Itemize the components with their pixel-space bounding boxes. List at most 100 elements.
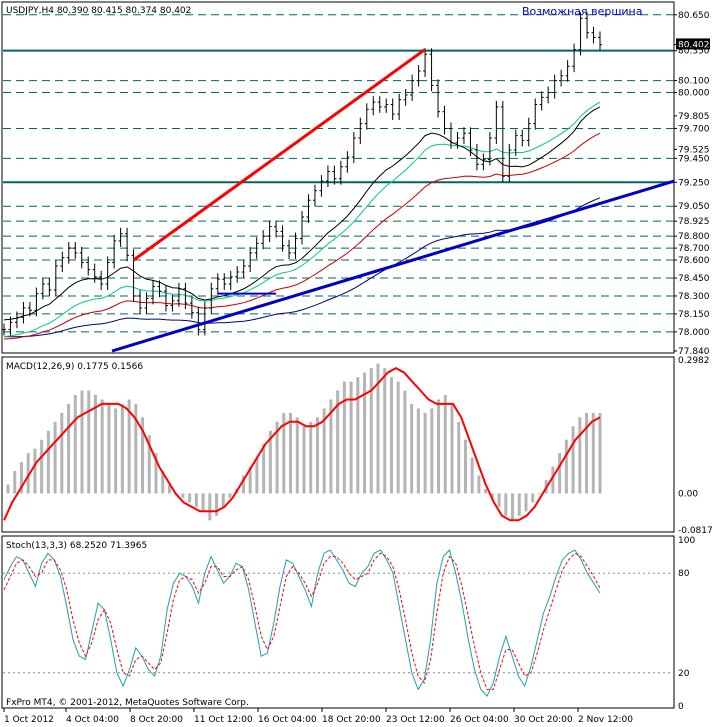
- price-tick-label: 80.100: [678, 77, 710, 87]
- macd-histogram-bar: [450, 403, 454, 494]
- macd-histogram-bar: [315, 417, 319, 494]
- price-tick-label: 78.600: [678, 256, 710, 266]
- macd-signal-line: [3, 366, 601, 522]
- macd-histogram-bar: [463, 439, 467, 494]
- macd-histogram-bar: [369, 368, 373, 494]
- price-tick-label: 80.000: [678, 89, 710, 99]
- ma-green-line: [3, 101, 601, 338]
- price-tick-label: 78.150: [678, 310, 710, 320]
- macd-histogram-bar: [490, 493, 494, 498]
- price-tick-label: 80.402: [678, 40, 710, 50]
- price-tick-label: 79.050: [678, 202, 710, 212]
- macd-histogram-bar: [289, 412, 293, 494]
- price-tick-label: 79.450: [678, 154, 710, 164]
- macd-histogram-bar: [60, 412, 64, 494]
- macd-histogram-bar: [167, 484, 171, 494]
- macd-histogram-bar: [322, 408, 326, 494]
- macd-histogram-bar: [248, 466, 252, 494]
- macd-histogram-bar: [268, 430, 272, 494]
- macd-histogram-bar: [26, 453, 30, 494]
- ma-blue-line: [3, 197, 601, 338]
- macd-histogram-bar: [33, 448, 37, 494]
- price-tick-label: 78.000: [678, 328, 710, 338]
- macd-histogram-bar: [6, 484, 10, 494]
- time-tick-label: 23 Oct 12:00: [386, 715, 445, 725]
- price-tick-label: 78.925: [678, 217, 710, 227]
- macd-histogram-bar: [531, 493, 535, 503]
- macd-histogram-bar: [470, 457, 474, 494]
- stoch-signal-line: [3, 552, 601, 690]
- macd-tick-label: 0.00: [678, 489, 698, 499]
- macd-tick-label: -0.0817: [678, 526, 712, 536]
- symbol-header: USDJPY,H4 80.390 80.415 80.374 80.402: [6, 6, 191, 16]
- macd-histogram-bar: [282, 412, 286, 494]
- macd-histogram-bar: [537, 493, 541, 495]
- price-tick-label: 78.800: [678, 232, 710, 242]
- macd-histogram-bar: [598, 412, 602, 494]
- macd-histogram-bar: [221, 493, 225, 507]
- macd-histogram-bar: [416, 408, 420, 494]
- macd-histogram-bar: [188, 493, 192, 503]
- macd-histogram-bar: [241, 475, 245, 494]
- macd-histogram-bar: [194, 493, 198, 507]
- macd-histogram-bar: [349, 381, 353, 494]
- time-tick-label: 1 Oct 2012: [4, 715, 54, 725]
- macd-histogram-bar: [255, 457, 259, 494]
- price-tick-label: 79.700: [678, 124, 710, 134]
- macd-histogram-bar: [127, 399, 131, 494]
- price-panel-frame: [1, 1, 675, 354]
- annotation-possible-top: Возможная вершина: [522, 5, 643, 18]
- stoch-tick-label: 80: [678, 569, 690, 579]
- macd-title: MACD(12,26,9) 0.1775 0.1566: [6, 362, 143, 372]
- macd-histogram-bar: [275, 421, 279, 494]
- macd-histogram-bar: [585, 412, 589, 494]
- macd-histogram-bar: [571, 426, 575, 494]
- price-tick-label: 77.840: [678, 347, 710, 357]
- macd-histogram-bar: [403, 390, 407, 494]
- macd-histogram-bar: [40, 439, 44, 494]
- macd-histogram-bar: [67, 403, 71, 494]
- macd-histogram-bar: [120, 403, 124, 494]
- time-tick-label: 2 Nov 12:00: [578, 715, 633, 725]
- macd-histogram-bar: [363, 372, 367, 494]
- macd-histogram-bar: [154, 453, 158, 494]
- macd-tick-label: 0.2982: [678, 356, 710, 366]
- stoch-y-axis: 100 80 20 0: [678, 536, 695, 712]
- red-trend-line: [132, 48, 426, 262]
- macd-histogram-bar: [147, 435, 151, 494]
- macd-histogram-bar: [262, 444, 266, 494]
- price-tick-label: 78.450: [678, 274, 710, 284]
- price-tick-label: 79.250: [678, 178, 710, 188]
- stoch-panel-frame: [1, 535, 675, 709]
- price-tick-label: 79.805: [678, 112, 710, 122]
- macd-histogram-bar: [53, 421, 57, 494]
- time-tick-label: 26 Oct 04:00: [450, 715, 509, 725]
- macd-histogram-bar: [208, 493, 212, 521]
- time-x-axis: 1 Oct 2012 4 Oct 04:00 8 Oct 20:00 11 Oct 1…: [3, 708, 633, 725]
- macd-histogram-bar: [13, 471, 17, 494]
- stoch-title: Stoch(13,3,3) 68.2520 71.3965: [6, 541, 147, 551]
- macd-histogram-bar: [93, 394, 97, 494]
- macd-histogram-bar: [484, 488, 488, 494]
- price-tick-label: 80.350: [678, 47, 710, 57]
- stoch-plot: [3, 549, 674, 697]
- time-tick-label: 30 Oct 20:00: [514, 715, 573, 725]
- macd-histogram-bar: [383, 368, 387, 494]
- macd-histogram-bar: [511, 493, 515, 521]
- time-tick-label: 4 Oct 04:00: [66, 715, 119, 725]
- price-tick-label: 78.300: [678, 292, 710, 302]
- macd-histogram-bar: [477, 475, 481, 494]
- price-plot: [2, 12, 675, 353]
- blue-trend-line: [111, 179, 675, 353]
- stoch-main-line: [3, 549, 601, 697]
- macd-y-axis: 0.2982 0.00 -0.0817: [678, 356, 712, 536]
- footer-copyright: FxPro MT4, © 2001-2012, MetaQuotes Softw…: [6, 698, 249, 708]
- macd-histogram-bar: [497, 493, 501, 507]
- macd-histogram-bar: [336, 390, 340, 494]
- ma-black-line: [3, 106, 601, 321]
- current-price-badge: [676, 38, 710, 50]
- macd-histogram-bar: [376, 363, 380, 494]
- macd-histogram-bar: [181, 493, 185, 498]
